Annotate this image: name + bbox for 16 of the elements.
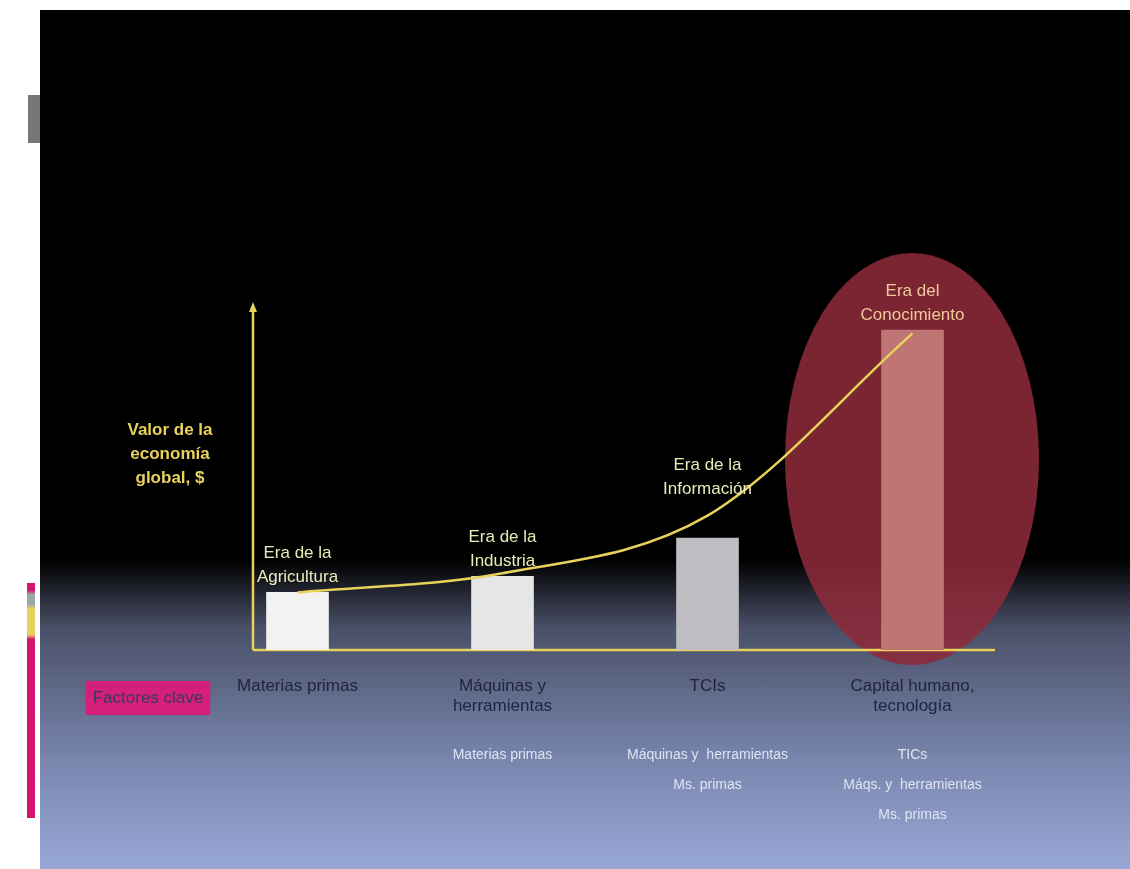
x-tick-label: TCIs (689, 675, 726, 695)
text: Factores clave (92, 687, 204, 707)
bar (266, 592, 329, 650)
bar (676, 537, 739, 650)
text: TICs Máqs. y herramientas Ms. primas (843, 745, 982, 822)
bar (471, 576, 534, 650)
y-axis-title: Valor de la economía global, $ (127, 419, 214, 487)
annotation: Era de la Agricultura (256, 543, 339, 587)
x-tick-label: Materias primas (237, 675, 358, 695)
text: Materias primas (452, 745, 553, 762)
bar (881, 329, 944, 650)
annotation: Era de la Industria (468, 527, 538, 571)
annotation: Era del Conocimiento (860, 281, 965, 325)
text: Máquinas y herramientas Ms. primas (626, 745, 789, 792)
x-tick-label: Máquinas y herramientas (452, 675, 553, 716)
x-tick-label: Capital humano, tecnología (850, 675, 975, 716)
